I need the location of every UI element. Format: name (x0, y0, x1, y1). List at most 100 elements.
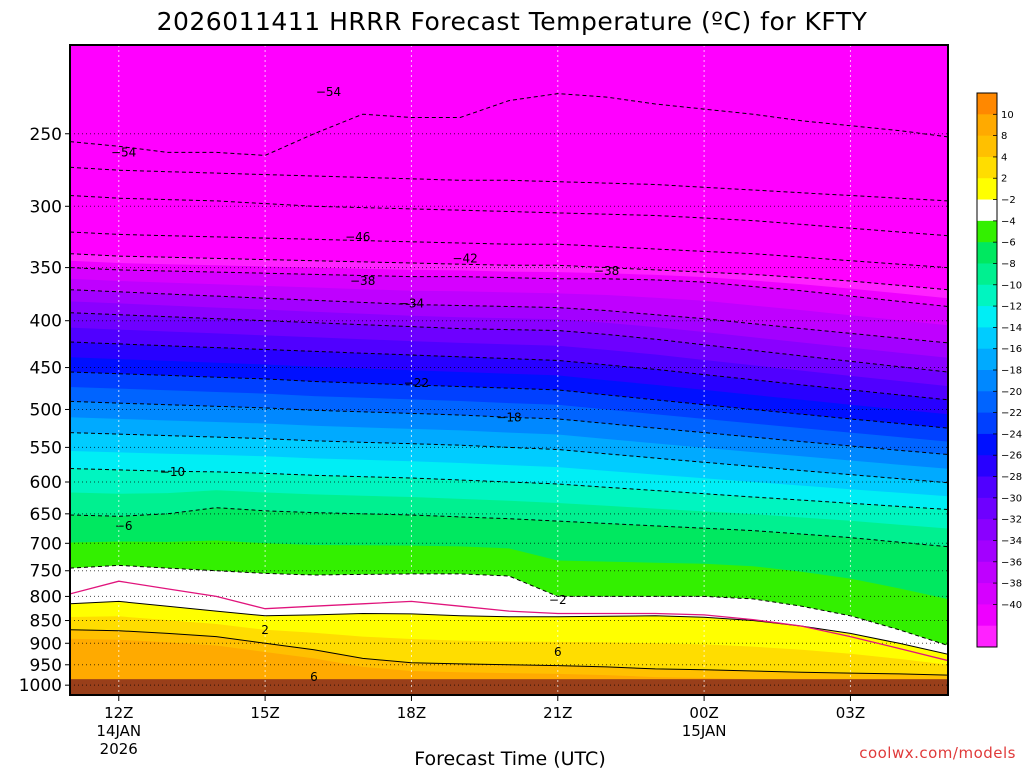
pressure-tick-label: 350 (30, 259, 62, 279)
colorbar-label: 2 (1001, 174, 1007, 185)
colorbar-label: −16 (1001, 344, 1022, 355)
colorbar-swatch (977, 370, 997, 392)
pressure-tick-label: 450 (30, 359, 62, 379)
colorbar-swatch (977, 242, 997, 264)
colorbar-label: −24 (1001, 429, 1022, 440)
colorbar-label: −38 (1001, 579, 1022, 590)
contour-label: −10 (160, 465, 185, 479)
colorbar-swatch (977, 391, 997, 414)
pressure-tick-label: 250 (30, 125, 62, 145)
colorbar-swatch (977, 93, 997, 115)
colorbar-label: 4 (1001, 152, 1007, 163)
contour-label: 2 (261, 623, 269, 637)
chart-title: 2026011411 HRRR Forecast Temperature (ºC… (157, 7, 868, 36)
freezing-line (70, 580, 948, 662)
colorbar-swatch (977, 306, 997, 328)
pressure-tick-label: 850 (30, 612, 62, 632)
time-tick-label: 18Z (397, 704, 426, 722)
time-date-label: 15JAN (682, 722, 727, 740)
contour-label: 6 (554, 645, 562, 659)
contour-label: −34 (399, 296, 424, 310)
pressure-tick-label: 500 (30, 400, 62, 420)
pressure-tick-label: 750 (30, 562, 62, 582)
colorbar-label: −4 (1001, 216, 1016, 227)
colorbar-label: −10 (1001, 280, 1022, 291)
isotherm-line (70, 629, 948, 676)
colorbar-swatch (977, 156, 997, 179)
time-tick-label: 03Z (836, 704, 865, 722)
plot-frame (69, 44, 949, 696)
pressure-tick-label: 400 (30, 312, 62, 332)
colorbar-swatch (977, 263, 997, 286)
colorbar-label: −8 (1001, 259, 1016, 270)
contour-label: 6 (310, 670, 318, 684)
pressure-axis: 2503003504004505005506006507007508008509… (19, 125, 70, 696)
colorbar-swatch (977, 135, 997, 158)
colorbar-swatch (977, 625, 997, 648)
contour-label: −18 (496, 410, 521, 424)
colorbar-swatch (977, 220, 997, 243)
colorbar-label: −34 (1001, 536, 1022, 547)
contour-label: −54 (111, 145, 136, 159)
colorbar: 10 8 4 2 −2 −4 −6 −8 −10 −12 −14 −16 −18 −20 −22 −24 −26… (976, 92, 1022, 648)
isotherm-line (70, 564, 948, 646)
time-tick-label: 12Z (104, 704, 133, 722)
colorbar-swatch (977, 348, 997, 371)
colorbar-label: −32 (1001, 515, 1022, 526)
colorbar-swatch (977, 284, 997, 307)
colorbar-swatch (977, 327, 997, 350)
colorbar-label: −30 (1001, 493, 1022, 504)
pressure-tick-label: 1000 (19, 676, 62, 696)
colorbar-label: −14 (1001, 323, 1022, 334)
watermark-text: coolwx.com/models (859, 744, 1016, 762)
colorbar-swatch (977, 178, 997, 201)
colorbar-swatch (977, 583, 997, 605)
colorbar-label: −26 (1001, 451, 1022, 462)
colorbar-label: −6 (1001, 238, 1016, 249)
colorbar-label: −36 (1001, 557, 1022, 568)
colorbar-swatch (977, 540, 997, 563)
time-tick-label: 21Z (543, 704, 572, 722)
colorbar-swatch (977, 519, 997, 541)
x-axis-label: Forecast Time (UTC) (414, 748, 605, 768)
contour-label: −2 (549, 593, 567, 607)
contour-label: −6 (115, 519, 133, 533)
ground-fill (70, 679, 948, 695)
pressure-tick-label: 900 (30, 634, 62, 654)
colorbar-label: −12 (1001, 302, 1022, 313)
colorbar-label: −40 (1001, 600, 1022, 611)
contour-label: −42 (452, 251, 477, 265)
colorbar-swatch (977, 497, 997, 520)
time-tick-label: 00Z (689, 704, 718, 722)
time-date-label: 14JAN (96, 722, 141, 740)
pressure-tick-label: 300 (30, 197, 62, 217)
colorbar-swatch (977, 455, 997, 478)
pressure-tick-label: 800 (30, 587, 62, 607)
colorbar-swatch (977, 433, 997, 456)
isotherm-line (70, 93, 948, 156)
colorbar-label: 10 (1001, 110, 1014, 121)
colorbar-label: 8 (1001, 131, 1007, 142)
contour-label: −38 (350, 274, 375, 288)
pressure-tick-label: 950 (30, 656, 62, 676)
colorbar-swatch (977, 604, 997, 627)
pressure-tick-label: 600 (30, 473, 62, 493)
colorbar-swatch (977, 476, 997, 499)
pressure-tick-label: 700 (30, 534, 62, 554)
contour-label: −46 (345, 230, 370, 244)
pressure-tick-label: 650 (30, 505, 62, 525)
time-year-label: 2026 (100, 740, 138, 758)
colorbar-label: −20 (1001, 387, 1022, 398)
colorbar-label: −2 (1001, 195, 1016, 206)
colorbar-swatch (977, 412, 997, 435)
colorbar-swatch (977, 561, 997, 584)
colorbar-swatch (977, 199, 997, 222)
contour-label: −54 (316, 85, 341, 99)
colorbar-label: −18 (1001, 366, 1022, 377)
contour-label: −38 (594, 264, 619, 278)
time-tick-label: 15Z (250, 704, 279, 722)
